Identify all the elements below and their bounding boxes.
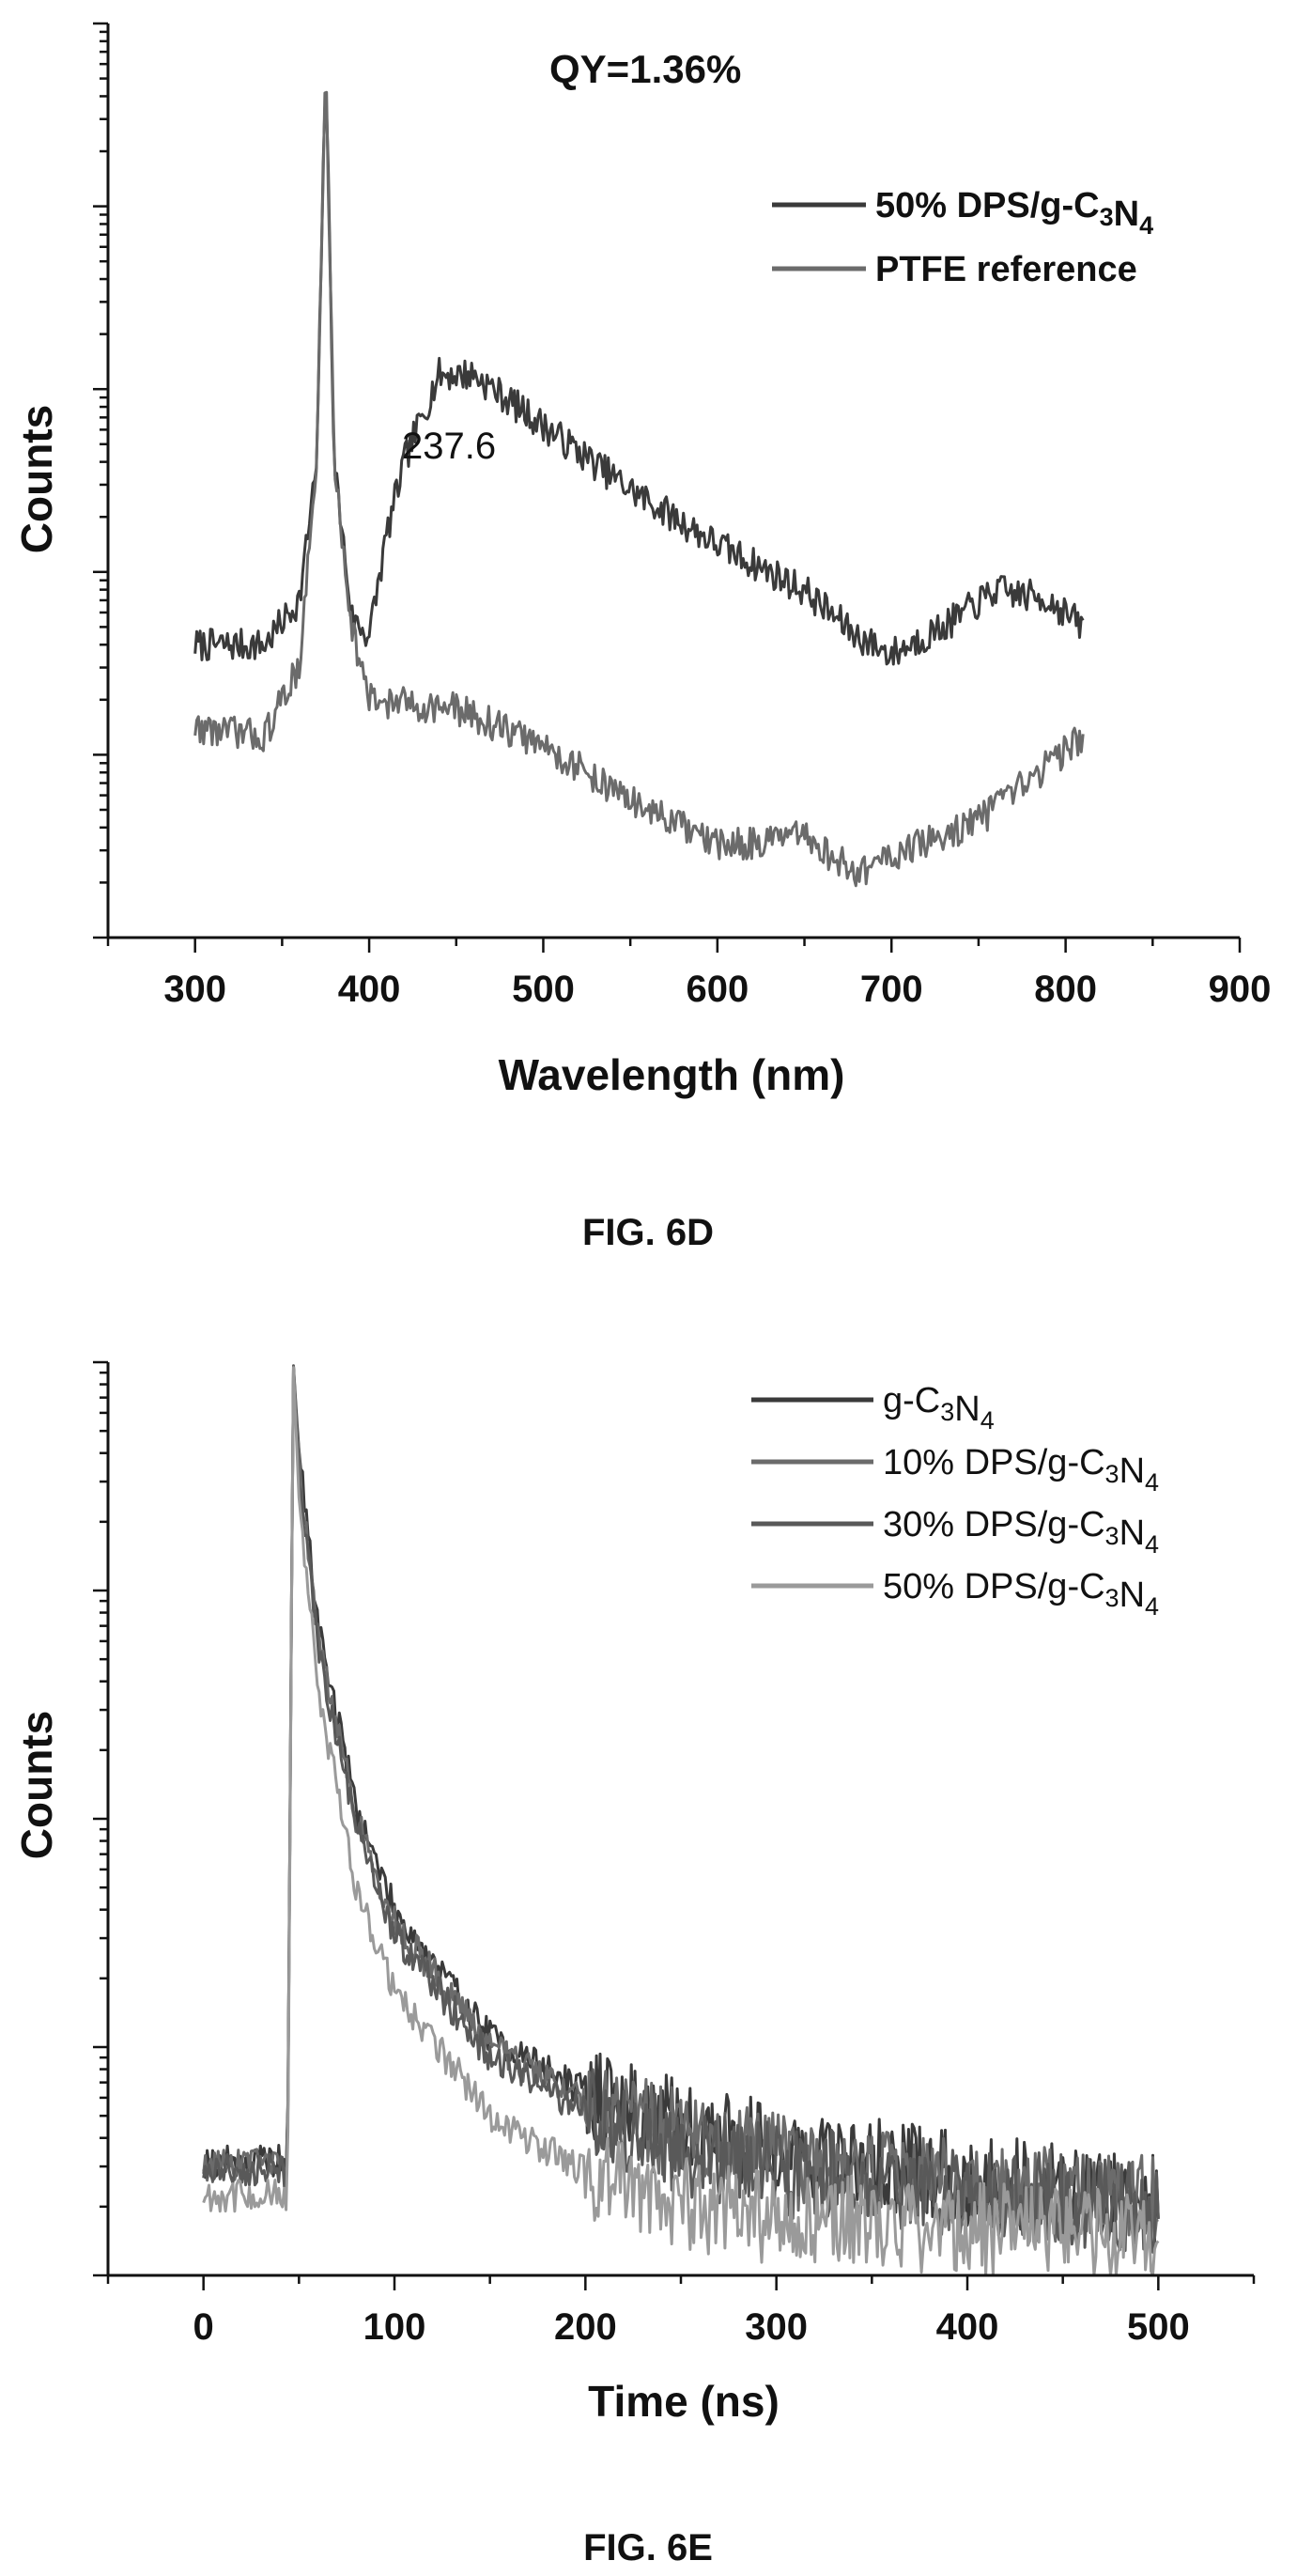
x-tick-label: 900 xyxy=(1209,969,1272,1010)
chart-6e-x-axis-title: Time (ns) xyxy=(588,2377,780,2426)
series-line xyxy=(202,1364,1159,2248)
legend-entry: 50% DPS/g-C3N4 xyxy=(883,1567,1159,1621)
fig-6d-caption: FIG. 6D xyxy=(582,1212,714,1253)
chart-6d-x-axis-title: Wavelength (nm) xyxy=(499,1050,845,1099)
legend-entry: 10% DPS/g-C3N4 xyxy=(883,1443,1159,1497)
chart-6e-y-axis-title: Counts xyxy=(12,1711,61,1859)
chart-6e-series-group xyxy=(202,1364,1160,2277)
chart-6d-y-axis-title: Counts xyxy=(12,405,61,553)
x-tick-label: 300 xyxy=(163,969,226,1010)
x-tick-label: 300 xyxy=(745,2306,808,2348)
legend-entry: PTFE reference xyxy=(875,250,1137,289)
chart-6e-plot-area xyxy=(202,1364,1160,2277)
x-tick-label: 100 xyxy=(363,2306,426,2348)
legend-entry: g-C3N4 xyxy=(883,1381,995,1435)
chart-6e-legend: g-C3N4 10% DPS/g-C3N4 30% DPS/g-C3N4 50% DP… xyxy=(751,1381,1159,1621)
chart-6d-x-ticks: 300 400 500 600 700 800 900 xyxy=(106,938,1272,1010)
chart-6d-qy-annotation: QY=1.36% xyxy=(549,47,741,91)
legend-entry: 50% DPS/g-C3N4 xyxy=(875,186,1153,240)
x-tick-label: 600 xyxy=(686,969,749,1010)
chart-6d-plot-area xyxy=(193,90,1085,888)
chart-6d-legend: 50% DPS/g-C3N4 PTFE reference xyxy=(772,186,1153,289)
legend-entry: 30% DPS/g-C3N4 xyxy=(883,1505,1159,1559)
fig-6e-caption: FIG. 6E xyxy=(583,2527,713,2568)
x-tick-label: 400 xyxy=(936,2306,999,2348)
chart-6e-y-ticks xyxy=(93,1360,108,2277)
x-tick-label: 500 xyxy=(1127,2306,1190,2348)
x-tick-label: 800 xyxy=(1034,969,1097,1010)
series-line xyxy=(193,105,1085,666)
x-tick-label: 500 xyxy=(512,969,575,1010)
chart-6d-y-ticks xyxy=(93,22,108,939)
series-line xyxy=(193,90,1085,888)
chart-6d: 300 400 500 600 700 800 900 Wavelength (nm) Co… xyxy=(12,22,1272,1253)
chart-6d-peak-label: 237.6 xyxy=(402,426,496,467)
series-line xyxy=(202,1366,1160,2277)
chart-6d-series-group xyxy=(193,90,1085,888)
x-tick-label: 700 xyxy=(860,969,923,1010)
chart-6e-x-ticks: 0 100 200 300 400 500 xyxy=(106,2275,1256,2348)
x-tick-label: 200 xyxy=(554,2306,617,2348)
x-tick-label: 400 xyxy=(338,969,401,1010)
chart-6d-axes xyxy=(106,23,1240,939)
x-tick-label: 0 xyxy=(193,2306,214,2348)
chart-6e: 0 100 200 300 400 500 Time (ns) Counts g-C3N4… xyxy=(12,1360,1256,2568)
